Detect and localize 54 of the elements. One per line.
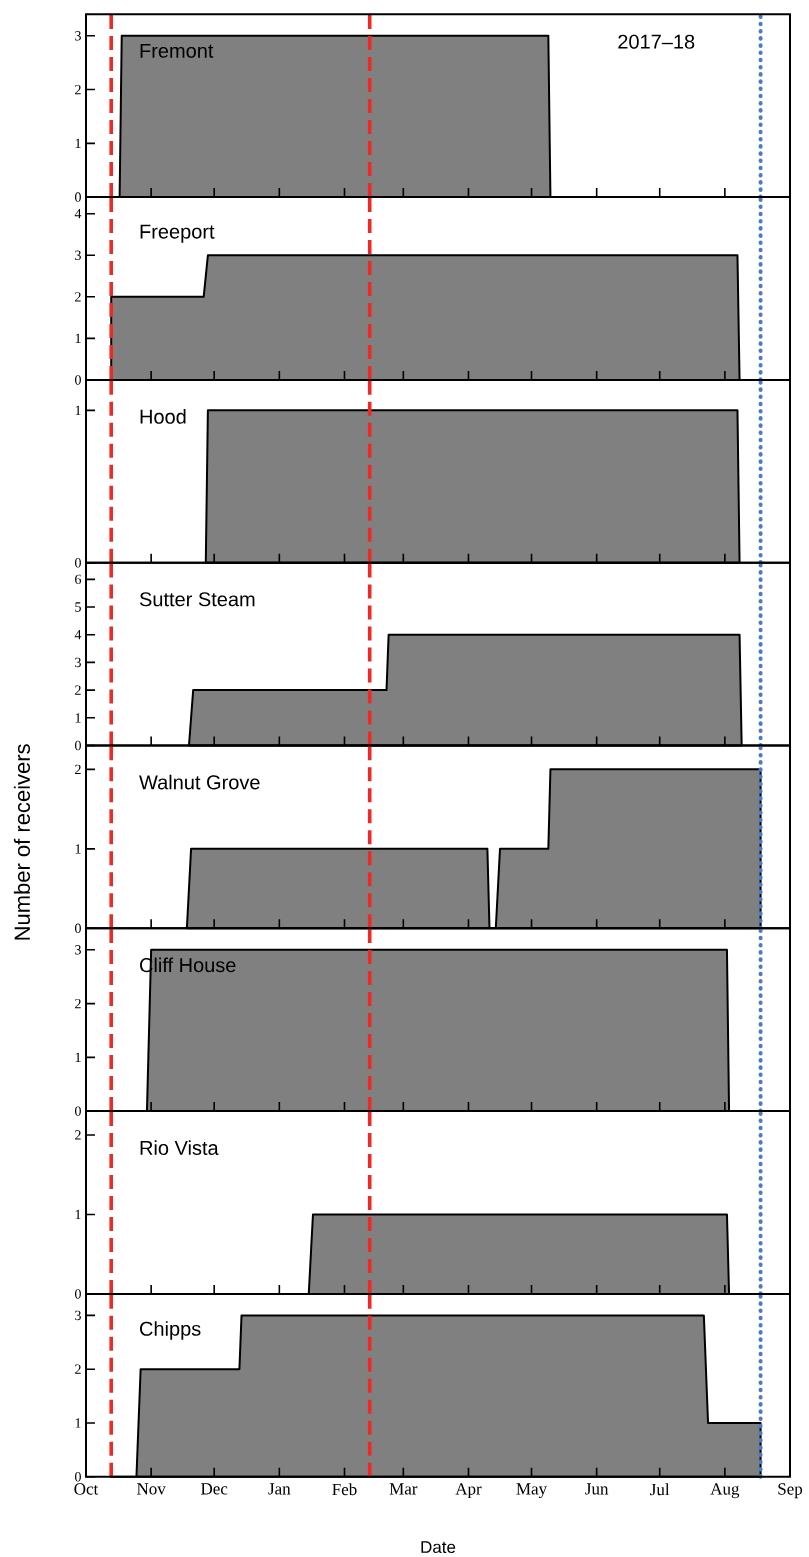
y-axis-title: Number of receivers [13,744,31,940]
y-tick-label: 1 [75,1052,81,1062]
x-axis-title: Date [421,1541,456,1554]
x-tick-label: Jul [650,1483,670,1496]
y-tick-label: 0 [75,557,81,568]
text: Chipps [140,1321,201,1340]
y-tick-label: 1 [75,713,81,723]
x-tick-label: Dec [200,1483,228,1495]
text: Sutter Steam [139,592,255,607]
y-tick-label: 0 [75,375,81,385]
y-tick-label: 2 [75,1364,81,1374]
text: Walnut Grove [139,774,260,790]
y-tick-label: 1 [75,1418,81,1428]
y-tick-label: 1 [75,405,81,415]
y-tick-label: 2 [75,998,81,1009]
x-tick-label: Oct [74,1483,99,1495]
y-tick-label: 4 [74,630,82,640]
y-tick-label: 2 [75,685,81,695]
y-tick-label: 2 [75,1130,81,1140]
x-tick-label: Feb [332,1483,357,1496]
x-tick-label: Sep [778,1483,803,1499]
x-tick-label: Nov [136,1483,166,1495]
x-tick-label: May [516,1483,548,1499]
y-tick-label: 1 [75,333,81,343]
y-tick-label: 5 [75,602,81,612]
y-tick-label: 0 [75,192,81,202]
y-tick-label: 2 [75,292,81,302]
y-tick-label: 0 [75,740,81,751]
x-tick-label: Jan [268,1483,291,1495]
text: Hood [140,409,186,424]
x-tick-label: Apr [455,1483,482,1499]
text: Fremont [140,43,214,58]
y-tick-label: 1 [75,138,81,148]
y-tick-label: 1 [75,1209,81,1220]
y-tick-label: 0 [75,923,81,934]
x-tick-label: Aug [710,1483,740,1499]
y-tick-label: 6 [75,574,82,585]
y-tick-label: 2 [75,84,81,95]
y-tick-label: 4 [74,209,82,219]
x-tick-label: Jun [585,1483,609,1495]
x-tick-label: Mar [389,1483,418,1495]
text: Freeport [140,224,215,243]
y-tick-label: 3 [75,945,81,955]
y-tick-label: 0 [75,1471,81,1482]
annotation: 2017–18 [618,34,695,49]
y-tick-label: 1 [75,844,81,854]
y-tick-label: 2 [75,764,81,774]
y-tick-label: 0 [75,1289,81,1299]
y-tick-label: 3 [75,1310,81,1321]
text: Rio Vista [140,1140,219,1156]
y-tick-label: 3 [75,250,81,260]
y-tick-label: 3 [75,657,81,668]
y-tick-label: 0 [75,1106,81,1116]
y-tick-label: 3 [75,31,81,41]
